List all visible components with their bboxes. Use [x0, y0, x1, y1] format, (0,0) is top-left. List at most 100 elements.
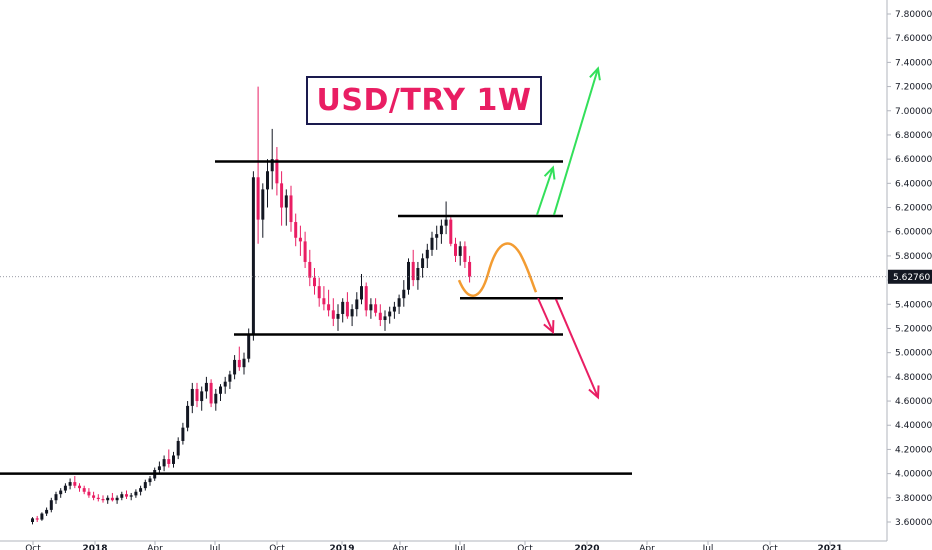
candle-body	[425, 249, 429, 259]
candle-body	[430, 237, 434, 250]
candle-body	[256, 177, 260, 220]
candle-body	[209, 382, 213, 404]
candle-body	[336, 313, 340, 319]
candle-body	[129, 495, 133, 497]
y-tick-label: 4.00000	[895, 470, 932, 480]
candle-body	[49, 500, 53, 510]
annotations-layer	[457, 66, 601, 400]
y-tick-label: 3.80000	[895, 494, 932, 504]
y-tick-label: 6.80000	[895, 131, 932, 141]
last-price-label: 5.62760	[893, 273, 930, 283]
candle-body	[78, 485, 81, 489]
bearish-arrow-short	[537, 297, 554, 333]
candle-body	[449, 219, 453, 244]
candle-body	[82, 488, 86, 492]
candle-body	[200, 391, 204, 402]
candle-body	[407, 261, 410, 290]
candle-body	[261, 189, 265, 220]
candle-body	[120, 494, 124, 498]
candle-body	[139, 488, 143, 492]
bullish-arrow-short-head	[543, 165, 556, 180]
candle-body	[294, 222, 298, 238]
candle-body	[308, 261, 312, 278]
candle-body	[110, 497, 114, 501]
candle-body	[444, 219, 448, 226]
candle-body	[223, 381, 227, 387]
candle-body	[388, 311, 392, 317]
candle-body	[233, 359, 237, 375]
candle-body	[421, 258, 425, 268]
y-tick-label: 4.80000	[895, 373, 932, 383]
x-tick-label: Jul	[209, 544, 221, 550]
chart-title: USD/TRY 1W	[306, 76, 542, 125]
y-tick-label: 7.40000	[895, 58, 932, 68]
x-tick-label: Oct	[762, 544, 778, 550]
y-tick-label: 6.20000	[895, 204, 932, 214]
x-tick-label: Apr	[147, 544, 163, 550]
candle-body	[68, 482, 72, 486]
candle-body	[322, 298, 326, 305]
candle-body	[435, 234, 439, 238]
candle-body	[242, 358, 246, 368]
y-tick-label: 5.80000	[895, 252, 932, 262]
candle-body	[45, 509, 49, 514]
candle-body	[59, 490, 63, 495]
y-tick-label: 6.60000	[895, 155, 932, 165]
candle-body	[101, 499, 105, 501]
candle-body	[186, 405, 190, 428]
candle-body	[195, 388, 199, 402]
candle-body	[143, 482, 147, 489]
candle-body	[275, 159, 279, 184]
candles-layer	[31, 86, 472, 525]
candle-body	[134, 491, 138, 496]
candle-body	[284, 195, 288, 208]
candle-body	[266, 171, 269, 190]
candle-body	[31, 518, 34, 522]
candle-body	[35, 518, 39, 520]
candle-body	[364, 286, 368, 311]
candle-body	[355, 299, 359, 310]
candle-body	[369, 304, 373, 311]
candle-body	[181, 427, 185, 441]
chart-title-text: USD/TRY 1W	[316, 83, 532, 118]
bearish-arrow-short-head	[543, 320, 555, 335]
bullish-arrow-long	[553, 68, 599, 216]
candle-body	[289, 195, 293, 223]
x-tick-label: Jul	[702, 544, 714, 550]
candle-body	[397, 298, 401, 307]
candle-body	[190, 388, 194, 406]
candle-body	[73, 482, 77, 486]
candle-body	[237, 359, 241, 368]
y-tick-label: 4.40000	[895, 421, 932, 431]
time-axis[interactable]: Oct 2018 Apr Jul Oct 2019 Apr Jul Oct 2020 Apr Jul O…	[0, 540, 887, 550]
candle-body	[468, 261, 472, 277]
x-tick-label: Apr	[639, 544, 655, 550]
y-tick-label: 5.40000	[895, 300, 932, 310]
candle-body	[439, 225, 443, 235]
x-tick-label: Oct	[25, 544, 41, 550]
candle-body	[331, 310, 335, 319]
x-tick-label: Jul	[454, 544, 466, 550]
candle-body	[374, 304, 378, 313]
candle-body	[63, 485, 67, 491]
x-tick-label: Oct	[517, 544, 533, 550]
y-tick-label: 4.20000	[895, 445, 932, 455]
candle-body	[327, 304, 331, 311]
candle-body	[454, 243, 457, 256]
x-tick-label: 2020	[574, 544, 599, 550]
bearish-arrow-long	[555, 299, 599, 398]
y-tick-label: 6.00000	[895, 228, 932, 238]
candle-body	[341, 301, 345, 314]
candle-body	[219, 386, 222, 394]
candle-body	[172, 455, 175, 464]
bullish-arrow-short	[536, 167, 554, 216]
candle-body	[247, 334, 251, 359]
candle-body	[378, 312, 382, 321]
candle-body	[280, 183, 284, 208]
candle-body	[40, 513, 44, 520]
bullish-arrow-long-head	[589, 66, 601, 81]
candle-body	[270, 159, 274, 172]
candle-body	[392, 306, 396, 312]
